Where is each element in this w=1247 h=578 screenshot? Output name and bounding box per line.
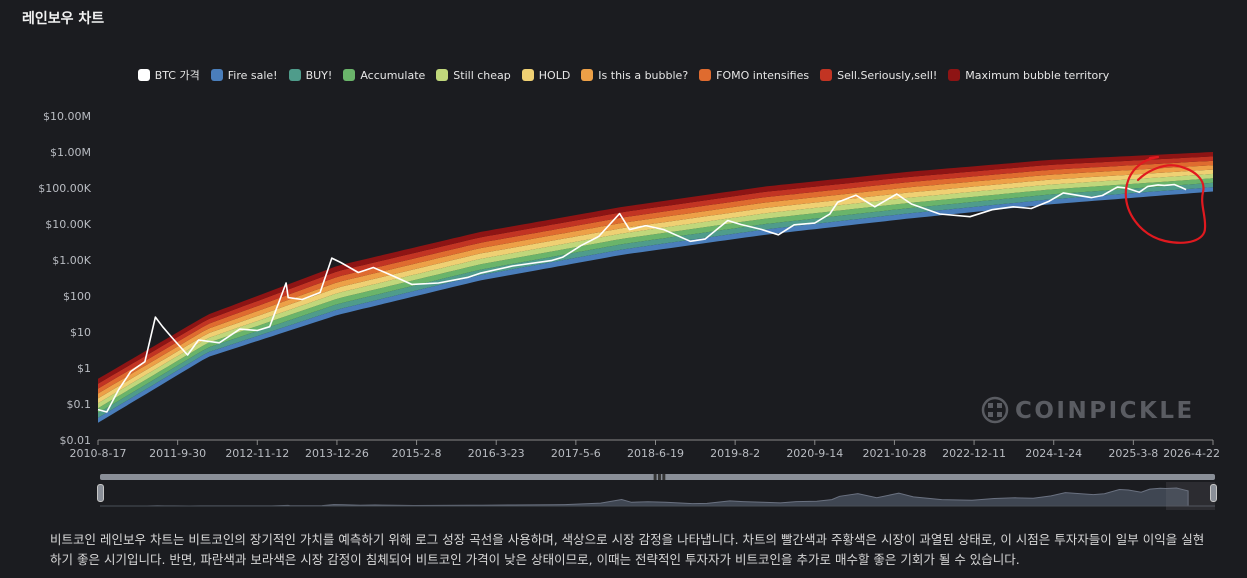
x-tick-label: 2013-12-26 <box>305 447 369 460</box>
legend-swatch <box>820 69 833 81</box>
legend-swatch <box>137 69 150 81</box>
legend-item[interactable]: Accumulate <box>343 67 425 83</box>
x-tick-label: 2016-3-23 <box>468 447 525 460</box>
y-tick-label: $1.00M <box>50 146 91 159</box>
legend-item[interactable]: Maximum bubble territory <box>948 67 1109 83</box>
btc-price-path <box>97 183 1187 413</box>
x-tick-label: 2025-3-8 <box>1108 447 1158 460</box>
page-title: 레인보우 차트 <box>22 11 105 27</box>
legend-label: BTC 가격 <box>154 69 200 82</box>
navigator-area <box>100 487 1189 507</box>
legend-item[interactable]: Still cheap <box>436 67 511 83</box>
legend-swatch <box>948 69 961 81</box>
legend-label: Still cheap <box>453 68 511 82</box>
y-tick-label: $1.00K <box>52 254 91 267</box>
navigator-unselected-range <box>1166 482 1215 510</box>
legend-label: Sell.Seriously,sell! <box>837 68 938 82</box>
legend-label: FOMO intensifies <box>716 68 810 82</box>
x-tick-label: 2022-12-11 <box>942 447 1006 460</box>
legend-swatch <box>699 69 712 81</box>
y-tick-label: $100 <box>63 290 91 303</box>
grip-icon: ▮▮▮ <box>653 472 667 481</box>
coinpickle-logo-icon <box>981 396 1009 424</box>
y-tick-label: $10.00M <box>43 110 91 123</box>
y-tick-label: $0.1 <box>67 398 92 411</box>
x-tick-label: 2017-5-6 <box>551 447 601 460</box>
rainbow-bands <box>98 152 1213 423</box>
x-tick-label: 2020-9-14 <box>786 447 843 460</box>
y-tick-label: $1 <box>77 362 91 375</box>
annotation-circle <box>1124 155 1207 244</box>
x-tick-label: 2015-2-8 <box>392 447 442 460</box>
navigator-left-handle[interactable] <box>97 484 104 502</box>
rainbow-chart: COINPICKLE $10.00M$1.00M$100.00K$10.00K$… <box>38 110 1220 460</box>
legend-swatch <box>210 69 223 81</box>
legend-item[interactable]: Sell.Seriously,sell! <box>820 67 937 83</box>
legend-item[interactable]: Is this a bubble? <box>581 67 688 83</box>
x-tick-label: 2021-10-28 <box>862 447 926 460</box>
coinpickle-watermark: COINPICKLE <box>981 396 1195 424</box>
x-tick-label: 2026-4-22 <box>1163 447 1220 460</box>
chart-legend: BTC 가격 Fire sale! BUY! Accumulate Still chea… <box>0 67 1247 83</box>
legend-label: HOLD <box>538 68 571 82</box>
legend-swatch <box>521 69 534 81</box>
y-tick-label: $10.00K <box>45 218 91 231</box>
legend-item[interactable]: HOLD <box>521 67 571 83</box>
legend-swatch <box>436 69 449 81</box>
y-tick-label: $10 <box>70 326 91 339</box>
navigator-right-handle[interactable] <box>1210 484 1217 502</box>
x-axis: 2010-8-17 2011-9-30 2012-11-12 2013-12-26 20… <box>70 439 1220 460</box>
x-tick-label: 2011-9-30 <box>149 447 206 460</box>
legend-item[interactable]: FOMO intensifies <box>699 67 809 83</box>
legend-swatch <box>288 69 301 81</box>
navigator-scrollbar[interactable]: ▮▮▮ <box>100 472 1215 481</box>
y-axis: $10.00M $1.00M $100.00K $10.00K $1.00K $100 $1… <box>38 110 91 447</box>
legend-label: Maximum bubble territory <box>965 68 1110 82</box>
legend-label: Fire sale! <box>227 68 278 82</box>
navigator-mini-chart <box>100 487 1215 507</box>
x-tick-label: 2024-1-24 <box>1025 447 1082 460</box>
x-tick-label: 2010-8-17 <box>70 447 127 460</box>
legend-label: BUY! <box>305 68 333 82</box>
legend-swatch <box>343 69 356 81</box>
legend-label: Accumulate <box>360 68 426 82</box>
legend-item[interactable]: BTC 가격 <box>137 67 200 83</box>
range-navigator[interactable]: ▮▮▮ <box>97 472 1217 510</box>
btc-price-line <box>97 183 1187 413</box>
legend-item[interactable]: BUY! <box>288 67 333 83</box>
chart-description: 비트코인 레인보우 차트는 비트코인의 장기적인 가치를 예측하기 위해 로그 … <box>50 532 1205 567</box>
y-tick-label: $0.01 <box>60 434 92 447</box>
x-tick-label: 2012-11-12 <box>225 447 289 460</box>
y-tick-label: $100.00K <box>38 182 91 195</box>
x-tick-label: 2019-8-2 <box>710 447 760 460</box>
legend-swatch <box>581 69 594 81</box>
legend-item[interactable]: Fire sale! <box>210 67 278 83</box>
watermark-text: COINPICKLE <box>1015 398 1195 424</box>
x-tick-label: 2018-6-19 <box>627 447 684 460</box>
legend-label: Is this a bubble? <box>598 68 689 82</box>
